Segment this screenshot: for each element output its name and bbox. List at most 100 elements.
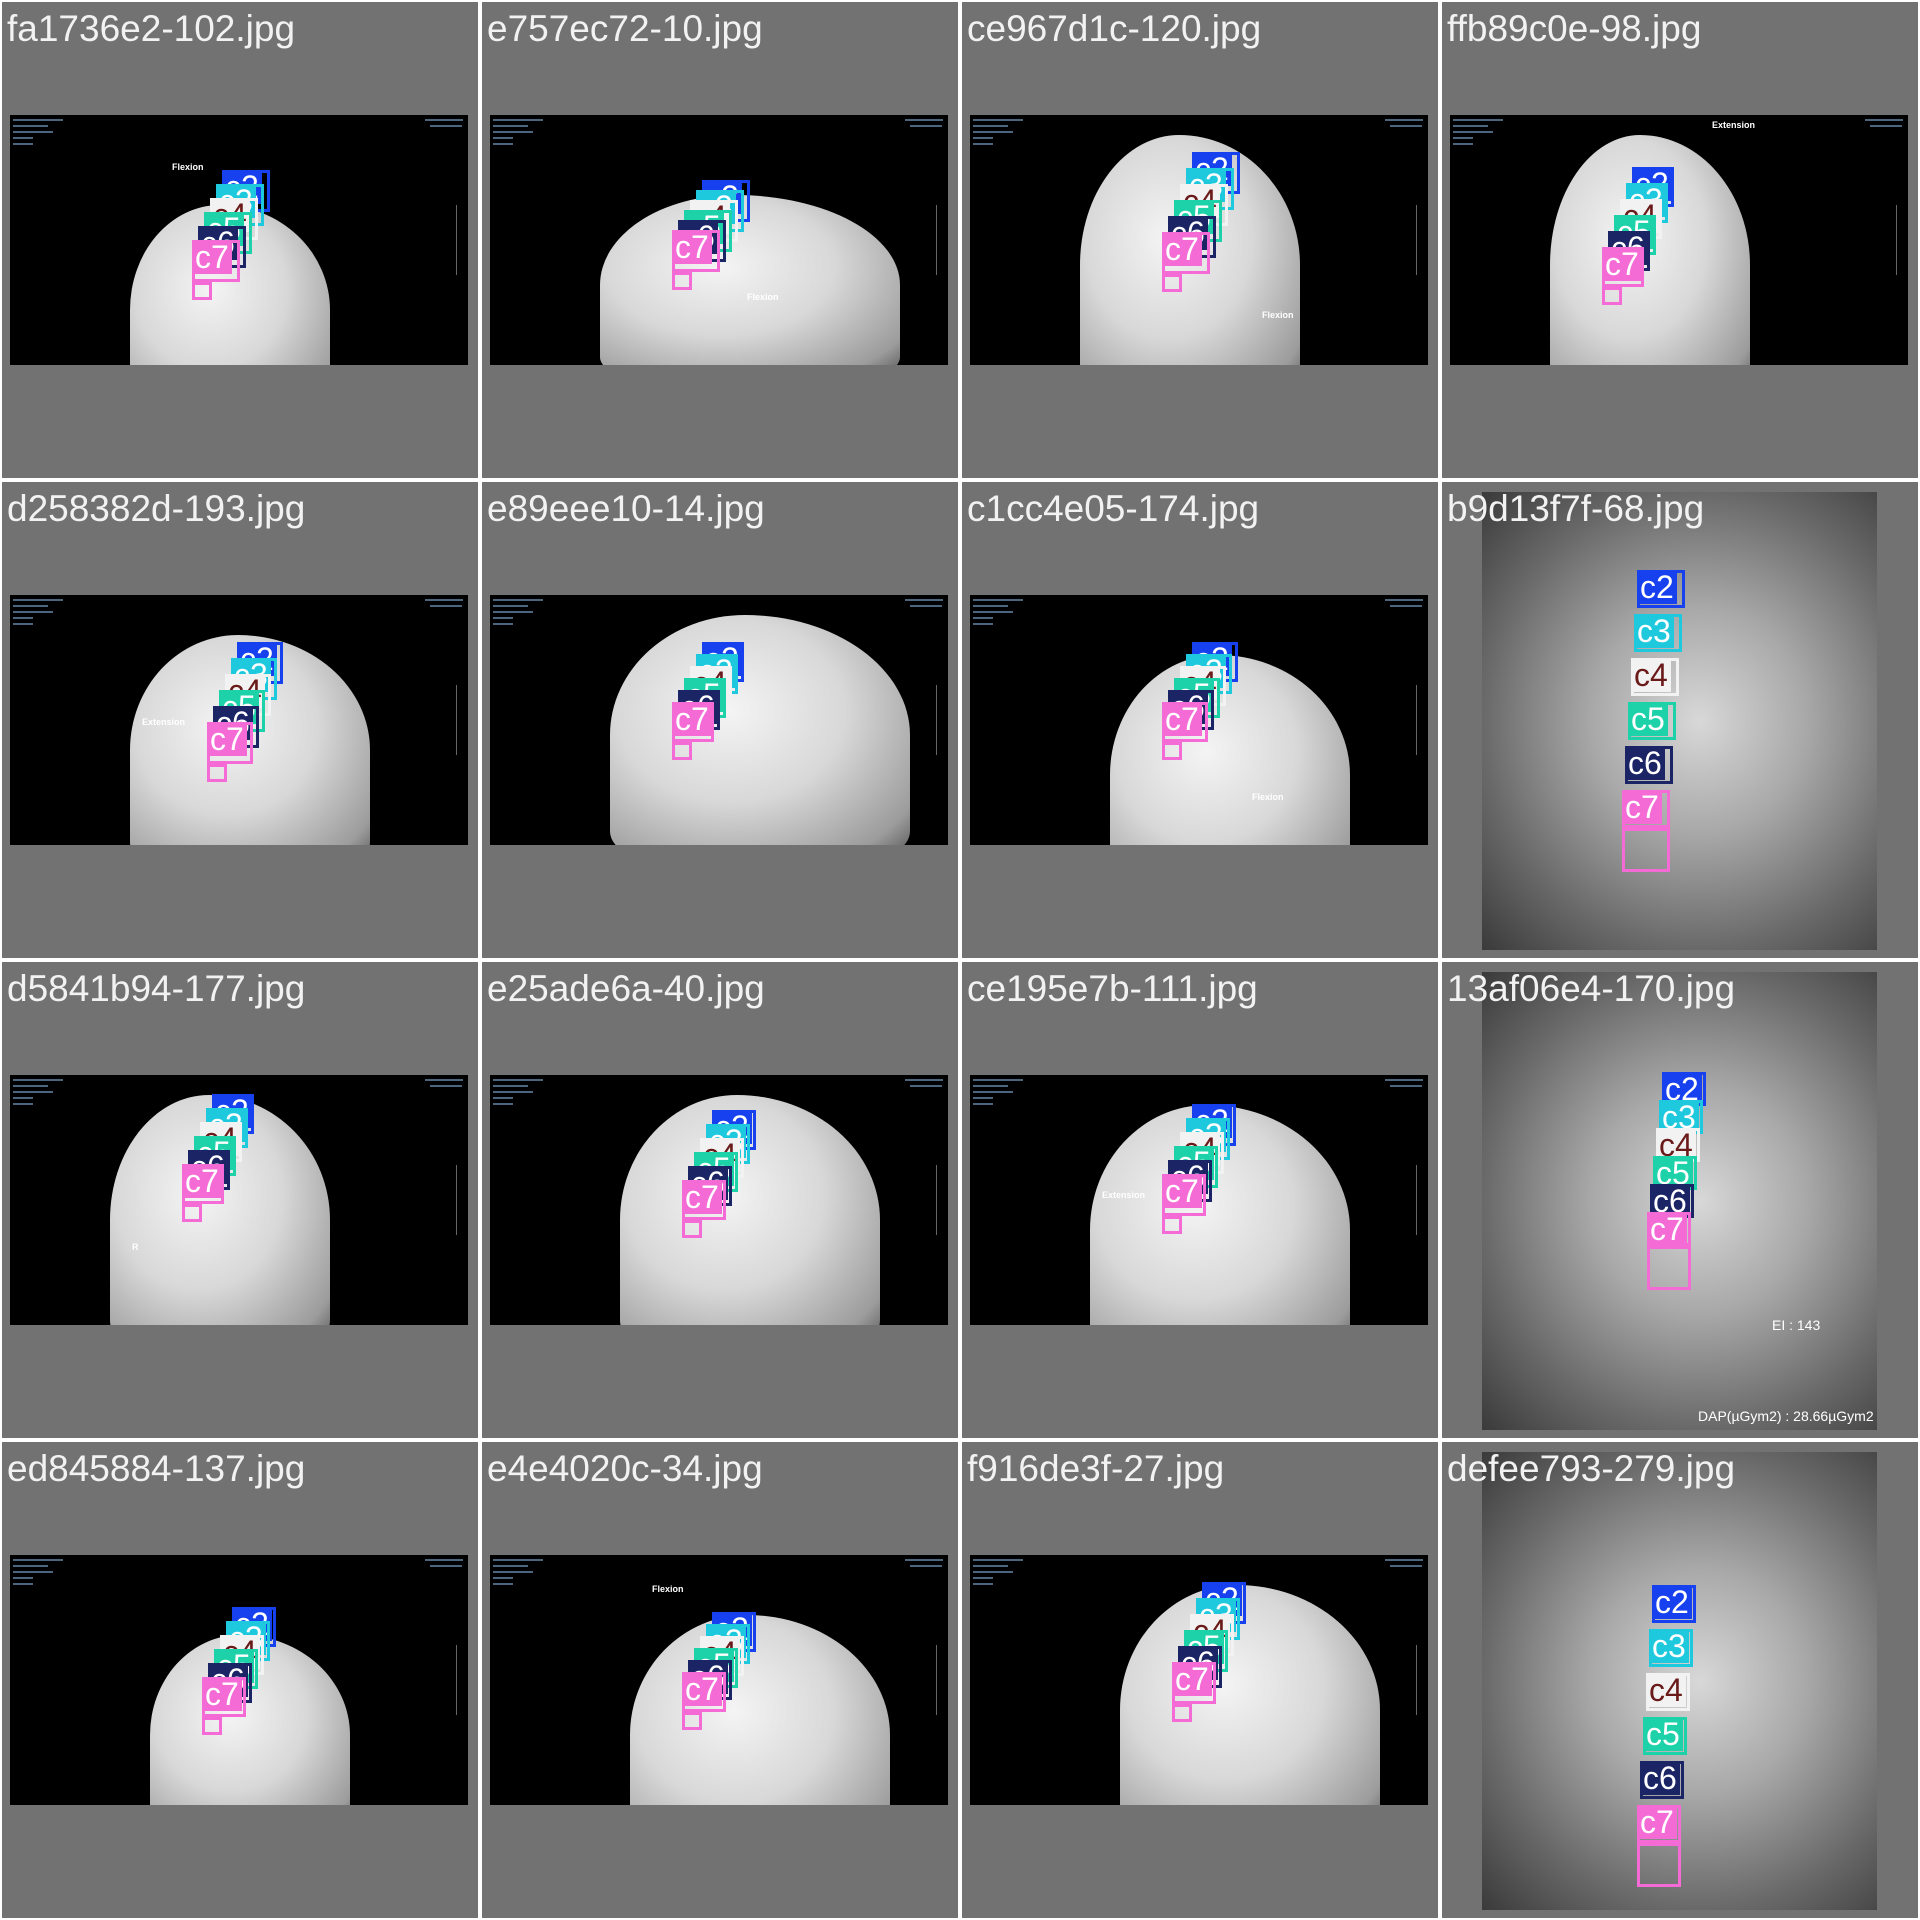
tile-filename: b9d13f7f-68.jpg [1447,488,1705,529]
metadata-text [13,617,33,619]
metadata-text [13,1565,48,1567]
detection-box-c7-lower[interactable] [682,1220,702,1238]
detection-box-c7-lower[interactable] [1172,1704,1192,1722]
metadata-text [13,611,53,613]
detection-box-c7-lower[interactable] [1162,1216,1182,1234]
metadata-text [13,623,33,625]
tile-filename: d5841b94-177.jpg [7,968,306,1009]
view-label: Extension [142,717,186,727]
tile-filename: ce967d1c-120.jpg [967,8,1262,49]
scale-ruler [1896,205,1903,275]
image-tile[interactable]: d258382d-193.jpgExtensionc2c3c4c5c6c7 [2,482,478,958]
metadata-text [13,1085,48,1087]
detection-label: c4 [1631,658,1671,692]
image-tile[interactable]: 13af06e4-170.jpg EI : 143 DAP(µGym2) : 28.… [1442,962,1918,1438]
detection-label: c3 [1649,1629,1689,1663]
detection-box-c7[interactable]: c7 [1162,702,1208,742]
metadata-text [1390,125,1422,127]
detection-box-c2[interactable]: c2 [1652,1585,1696,1623]
image-tile[interactable]: c1cc4e05-174.jpgFlexionc2c3c4c5c6c7 [962,482,1438,958]
detection-box-c7-lower[interactable] [192,282,212,300]
image-tile[interactable]: e757ec72-10.jpgFlexionc2c3c4c5c6c7 [482,2,958,478]
image-tile[interactable]: defee793-279.jpg c2 c3 c4 c5 c6 c7 [1442,1442,1918,1918]
metadata-text [493,605,528,607]
detection-box-c7[interactable]: c7 [672,230,720,272]
metadata-text [425,119,463,121]
detection-box-c3[interactable]: c3 [1649,1629,1693,1667]
metadata-text [13,119,63,121]
detection-box-c5[interactable]: c5 [1628,702,1676,740]
detection-label: c7 [1172,1662,1212,1696]
detection-box-c7[interactable]: c7 [1172,1662,1216,1704]
detection-box-c7[interactable]: c7 [207,722,253,764]
detection-box-c7-lower[interactable] [1647,1246,1691,1290]
metadata-text [973,1571,1013,1573]
detection-box-c2[interactable]: c2 [1637,570,1685,608]
scale-ruler [936,205,943,275]
detection-box-c7-lower[interactable] [1602,287,1622,305]
detection-box-c7-lower[interactable] [207,764,227,782]
detection-box-c7-lower[interactable] [672,742,692,760]
detection-box-c4[interactable]: c4 [1646,1673,1690,1711]
detection-box-c7[interactable]: c7 [672,702,714,742]
metadata-text [910,1565,942,1567]
detection-box-c4[interactable]: c4 [1631,658,1679,696]
metadata-text [430,1085,462,1087]
metadata-text [493,1091,533,1093]
detection-box-c7[interactable]: c7 [1637,1805,1681,1843]
detection-box-c5[interactable]: c5 [1643,1717,1687,1755]
detection-box-c7-lower[interactable] [182,1204,202,1222]
detection-label: c7 [672,702,712,736]
image-tile[interactable]: d5841b94-177.jpgRc2c3c4c5c6c7 [2,962,478,1438]
detection-label: c7 [1637,1805,1677,1839]
view-label: Flexion [1262,310,1294,320]
tile-filename: fa1736e2-102.jpg [7,8,296,49]
detection-box-c7[interactable]: c7 [682,1180,726,1220]
detection-box-c7[interactable]: c7 [192,240,240,282]
view-label: EI : 143 [1772,1317,1821,1333]
metadata-text [493,1079,543,1081]
metadata-text [13,1097,33,1099]
image-tile[interactable]: e4e4020c-34.jpgFlexionc2c3c4c5c6c7 [482,1442,958,1918]
detection-box-c7-lower[interactable] [1637,1843,1681,1887]
anatomy-silhouette [610,615,910,845]
detection-box-c7[interactable]: c7 [682,1672,726,1712]
image-tile[interactable]: ce195e7b-111.jpgExtensionc2c3c4c5c6c7 [962,962,1438,1438]
image-tile[interactable]: ffb89c0e-98.jpgExtensionc2c3c4c5c6c7 [1442,2,1918,478]
detection-box-c3[interactable]: c3 [1634,614,1682,652]
detection-label: c4 [1646,1673,1686,1707]
detection-box-c7[interactable]: c7 [1602,247,1644,287]
metadata-text [973,131,1013,133]
image-tile[interactable]: b9d13f7f-68.jpg c2 c3 c4 c5 c6 c7 [1442,482,1918,958]
detection-box-c7[interactable]: c7 [1622,790,1670,828]
detection-box-c7-lower[interactable] [682,1712,702,1730]
detection-box-c7[interactable]: c7 [1162,1174,1206,1216]
detection-box-c7-lower[interactable] [1622,828,1670,872]
image-tile[interactable]: fa1736e2-102.jpgFlexionc2c3c4c5c6c7 [2,2,478,478]
detection-box-c7-lower[interactable] [1162,742,1182,760]
detection-box-c7[interactable]: c7 [1162,232,1210,274]
anatomy-silhouette [600,195,900,365]
image-tile[interactable]: ce967d1c-120.jpgFlexionc2c3c4c5c6c7 [962,2,1438,478]
tile-filename: e89eee10-14.jpg [487,488,765,529]
metadata-text [493,131,533,133]
xray-image: Flexion [10,115,468,365]
detection-box-c7-lower[interactable] [672,272,692,290]
detection-box-c7[interactable]: c7 [1647,1212,1691,1246]
detection-box-c7-lower[interactable] [202,1717,222,1735]
detection-box-c6[interactable]: c6 [1640,1761,1684,1799]
xray-image: Extension [1450,115,1908,365]
detection-box-c6[interactable]: c6 [1625,746,1673,784]
detection-box-c7[interactable]: c7 [202,1677,246,1717]
metadata-text [905,599,943,601]
detection-box-c7-lower[interactable] [1162,274,1182,292]
anatomy-silhouette [1120,1585,1380,1805]
detection-box-c7[interactable]: c7 [182,1164,224,1204]
metadata-text [13,137,33,139]
metadata-text [973,623,993,625]
